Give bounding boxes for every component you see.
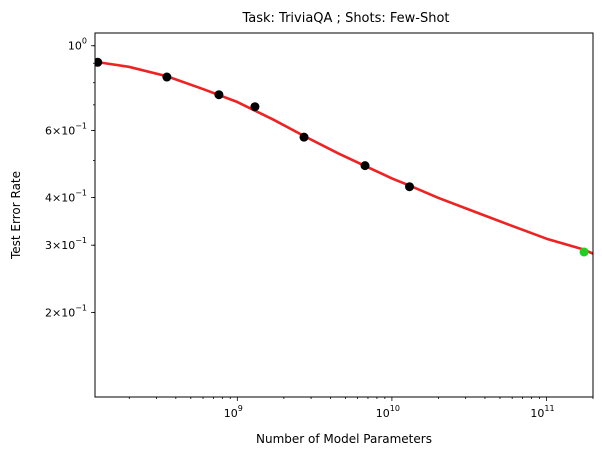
data-point (250, 102, 260, 112)
x-tick-label: 109 (224, 404, 243, 420)
highlight-point (579, 247, 589, 257)
x-tick-label: 1011 (530, 404, 554, 420)
data-point (405, 182, 415, 192)
data-point (360, 161, 370, 171)
chart-title: Task: TriviaQA ; Shots: Few-Shot (241, 11, 449, 26)
fit-line (95, 60, 593, 255)
y-tick-label: 2×10−1 (45, 303, 87, 319)
axes-frame (94, 32, 594, 398)
y-tick-label: 4×10−1 (45, 189, 87, 205)
y-tick-label: 3×10−1 (45, 236, 87, 252)
x-tick-label: 1010 (376, 404, 400, 420)
data-point (162, 72, 172, 82)
plot-area (95, 57, 593, 257)
data-point (299, 132, 309, 142)
y-tick-label: 100 (68, 37, 87, 53)
x-axis-label: Number of Model Parameters (256, 432, 432, 446)
axis-ticks: 109 1010 1011 100 6×10−1 4×10−1 3×10−1 2×10−1 (45, 37, 594, 420)
y-axis-label: Test Error Rate (9, 171, 23, 260)
data-point (214, 90, 224, 100)
data-point (95, 57, 103, 67)
y-tick-label: 6×10−1 (45, 121, 87, 137)
